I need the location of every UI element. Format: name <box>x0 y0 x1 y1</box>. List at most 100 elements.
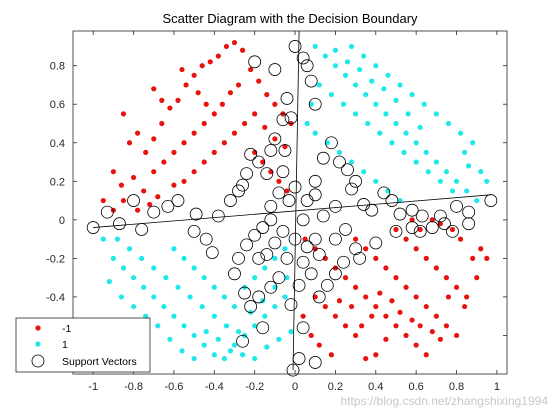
support-vector-marker <box>446 225 459 238</box>
point-neg <box>353 332 359 339</box>
point-neg <box>195 90 201 96</box>
point-pos <box>348 159 355 165</box>
point-pos <box>221 294 227 300</box>
point-pos <box>383 111 389 117</box>
point-neg <box>203 101 209 107</box>
point-neg <box>437 336 443 342</box>
point-pos <box>126 246 133 252</box>
support-vector-marker <box>205 246 219 260</box>
point-neg <box>134 207 141 213</box>
point-neg <box>252 111 258 117</box>
point-pos <box>328 91 334 98</box>
point-pos <box>114 236 121 242</box>
point-neg <box>348 303 355 310</box>
support-vector-marker <box>349 174 363 188</box>
point-neg <box>134 130 141 136</box>
support-vector-marker <box>296 321 310 335</box>
point-pos <box>130 275 137 281</box>
point-neg <box>423 352 429 358</box>
point-neg <box>183 82 189 88</box>
point-pos <box>464 188 470 194</box>
support-vector-marker <box>450 199 463 213</box>
point-pos <box>106 278 112 285</box>
support-vector-marker <box>161 199 175 213</box>
point-neg <box>215 53 221 59</box>
point-pos <box>143 313 149 319</box>
point-neg <box>417 323 423 329</box>
point-neg <box>248 66 254 73</box>
support-vector-marker <box>316 151 330 165</box>
watermark-text: https://blog.csdn.net/zhangshixing1994 <box>341 394 549 408</box>
support-vector-marker <box>353 251 367 265</box>
point-pos <box>179 348 185 354</box>
support-vector-marker <box>252 290 266 304</box>
series-neg <box>100 39 490 362</box>
point-neg <box>413 246 419 252</box>
boundary-line <box>93 194 491 228</box>
support-vector-marker <box>268 236 282 250</box>
x-tick-label: 1 <box>494 381 500 393</box>
point-neg <box>453 332 460 339</box>
point-neg <box>383 313 389 319</box>
point-neg <box>464 294 470 300</box>
point-neg <box>443 275 450 281</box>
point-neg <box>393 323 399 329</box>
point-pos <box>322 53 328 59</box>
legend-label-sv: Support Vectors <box>62 356 137 368</box>
point-neg <box>221 140 227 146</box>
point-pos <box>393 97 399 103</box>
legend-marker-pos <box>35 341 41 347</box>
point-pos <box>332 47 339 53</box>
support-vector-marker <box>187 225 201 238</box>
support-vector-marker <box>147 205 161 219</box>
support-vector-marker <box>264 280 278 294</box>
support-vector-marker <box>304 74 318 88</box>
support-vector-marker <box>312 290 326 304</box>
support-vector-marker <box>324 136 338 150</box>
support-vector-marker <box>272 271 286 285</box>
support-vector-marker <box>199 232 213 246</box>
support-vector-marker <box>276 113 290 127</box>
point-neg <box>302 236 308 242</box>
support-vector-marker <box>316 209 330 223</box>
point-pos <box>282 246 288 252</box>
point-neg <box>423 255 429 261</box>
support-vector-marker <box>286 363 300 377</box>
support-vector-marker <box>333 155 346 169</box>
support-vector-marker <box>484 194 498 207</box>
point-pos <box>239 352 246 358</box>
point-neg <box>363 355 369 362</box>
point-pos <box>211 352 217 358</box>
support-vector-marker <box>300 240 314 254</box>
point-neg <box>359 323 365 329</box>
support-vector-marker <box>248 228 262 242</box>
support-vector-marker <box>365 203 379 217</box>
point-neg <box>211 111 217 117</box>
point-pos <box>373 178 379 184</box>
point-pos <box>191 355 197 362</box>
point-pos <box>425 169 431 175</box>
point-pos <box>423 149 429 155</box>
point-neg <box>260 159 266 165</box>
support-vector-marker <box>329 267 342 281</box>
point-neg <box>262 124 268 130</box>
point-pos <box>373 101 379 107</box>
point-neg <box>457 236 464 242</box>
point-pos <box>231 342 238 348</box>
point-pos <box>223 323 230 329</box>
point-neg <box>167 105 173 111</box>
point-pos <box>389 140 395 146</box>
point-neg <box>231 130 238 136</box>
point-neg <box>363 246 369 252</box>
support-vector-marker <box>264 213 278 227</box>
point-pos <box>100 236 106 242</box>
support-vector-marker <box>337 255 350 269</box>
point-pos <box>215 336 221 342</box>
axis-ticks: -1-0.8-0.6-0.4-0.200.20.40.60.81-0.6-0.4… <box>46 31 507 393</box>
point-neg <box>120 197 127 204</box>
support-vector-marker <box>276 165 290 179</box>
point-pos <box>316 82 322 88</box>
point-pos <box>161 303 167 310</box>
point-neg <box>462 303 468 310</box>
point-pos <box>413 140 419 146</box>
